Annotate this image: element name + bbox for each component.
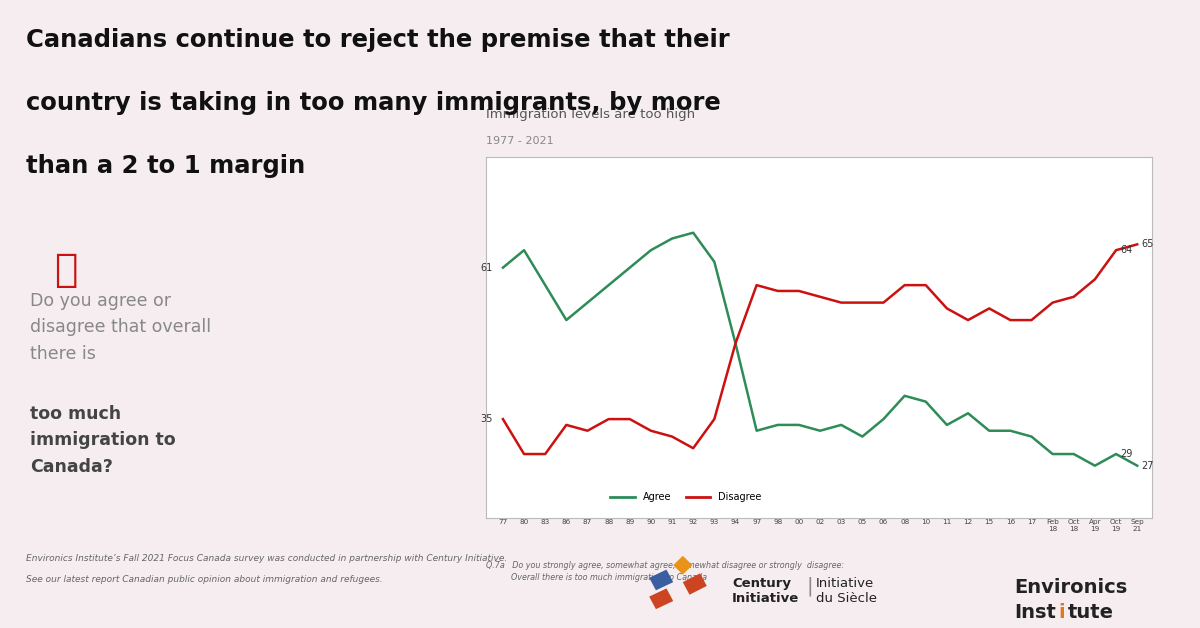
Text: i: i <box>1058 603 1066 622</box>
Text: |: | <box>806 577 814 596</box>
Polygon shape <box>683 573 707 595</box>
Text: Q.7a   Do you strongly agree, somewhat agree, somewhat disagree or strongly  dis: Q.7a Do you strongly agree, somewhat agr… <box>486 561 844 582</box>
Text: Inst: Inst <box>1014 603 1056 622</box>
Text: 29: 29 <box>1121 449 1133 459</box>
Text: too much
immigration to
Canada?: too much immigration to Canada? <box>30 405 175 476</box>
Text: 65: 65 <box>1141 239 1153 249</box>
Text: 27: 27 <box>1141 461 1154 470</box>
Text: Canadians continue to reject the premise that their: Canadians continue to reject the premise… <box>26 28 730 52</box>
Polygon shape <box>649 570 673 590</box>
Text: See our latest report Canadian public opinion about immigration and refugees.: See our latest report Canadian public op… <box>26 575 383 583</box>
Legend: Agree, Disagree: Agree, Disagree <box>606 488 766 506</box>
Text: Immigration levels are too high: Immigration levels are too high <box>486 108 695 121</box>
Text: 35: 35 <box>481 414 493 424</box>
Polygon shape <box>673 556 692 575</box>
Text: Environics Institute’s Fall 2021 Focus Canada survey was conducted in partnershi: Environics Institute’s Fall 2021 Focus C… <box>26 554 508 563</box>
Text: than a 2 to 1 margin: than a 2 to 1 margin <box>26 154 306 178</box>
Text: Environics: Environics <box>1014 578 1127 597</box>
Text: tute: tute <box>1068 603 1114 622</box>
Text: 👪: 👪 <box>54 251 78 290</box>
Text: Do you agree or
disagree that overall
there is: Do you agree or disagree that overall th… <box>30 292 211 363</box>
Text: 64: 64 <box>1121 245 1133 255</box>
Text: 61: 61 <box>481 263 493 273</box>
Text: 1977 - 2021: 1977 - 2021 <box>486 136 553 146</box>
Text: Initiative
du Siècle: Initiative du Siècle <box>816 577 877 605</box>
Polygon shape <box>649 588 673 609</box>
Text: Century
Initiative: Century Initiative <box>732 577 799 605</box>
Text: country is taking in too many immigrants, by more: country is taking in too many immigrants… <box>26 91 721 115</box>
